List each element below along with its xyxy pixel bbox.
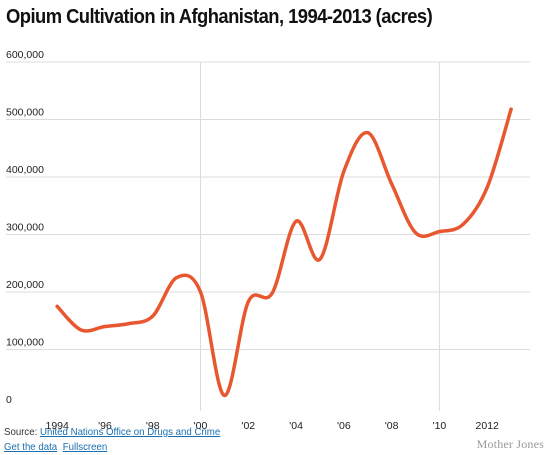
- data-point: [294, 219, 298, 223]
- y-tick-label: 600,000: [6, 49, 44, 61]
- horizontal-gridlines: [6, 61, 530, 350]
- data-point: [270, 291, 274, 295]
- data-point: [342, 169, 346, 173]
- x-tick-label: '08: [385, 420, 399, 432]
- data-point: [485, 185, 489, 189]
- vertical-gridlines: [200, 62, 440, 411]
- data-point: [79, 328, 83, 332]
- x-tick-label: '10: [433, 420, 447, 432]
- data-point: [413, 231, 418, 235]
- data-point: [151, 314, 155, 318]
- y-tick-label: 400,000: [6, 164, 44, 176]
- y-axis-tick-labels: 0 100,000 200,000 300,000 400,000 500,000 600,…: [6, 49, 44, 406]
- chart-title: Opium Cultivation in Afghanistan, 1994-2…: [6, 6, 433, 28]
- x-axis-tick-labels: 1994 '96 '98 '00 '02 '04 '06 '08 '10 2012: [45, 420, 499, 432]
- x-tick-label: '02: [241, 420, 255, 432]
- source-prefix: Source:: [4, 426, 40, 438]
- footer-links: Get the data Fullscreen: [4, 441, 107, 453]
- get-data-link[interactable]: Get the data: [4, 441, 58, 453]
- source-line: Source: United Nations Office on Drugs a…: [4, 426, 220, 438]
- x-tick-label: '06: [337, 420, 351, 432]
- x-tick-label: '96: [98, 420, 112, 432]
- data-point: [222, 393, 227, 398]
- x-tick-label: '98: [146, 420, 160, 432]
- fullscreen-link[interactable]: Fullscreen: [62, 441, 108, 453]
- y-tick-label: 0: [6, 394, 12, 406]
- data-point: [461, 222, 465, 226]
- series-layer: [55, 107, 513, 398]
- x-tick-label: '04: [289, 420, 303, 432]
- series-line: [55, 107, 513, 398]
- data-point: [103, 324, 107, 329]
- data-point: [55, 304, 59, 308]
- x-tick-label: 2012: [476, 420, 500, 432]
- data-point: [390, 182, 394, 186]
- data-point: [366, 131, 370, 135]
- y-tick-label: 500,000: [6, 107, 44, 119]
- y-tick-label: 100,000: [6, 337, 44, 349]
- x-tick-label: 1994: [45, 420, 69, 432]
- y-tick-label: 200,000: [6, 279, 44, 291]
- data-point: [509, 107, 513, 111]
- brand-logo: Mother Jones: [476, 437, 544, 451]
- source-link[interactable]: United Nations Office on Drugs and Crime: [39, 426, 221, 438]
- data-point: [127, 322, 131, 326]
- data-point: [246, 300, 250, 304]
- x-tick-label: '00: [194, 420, 208, 432]
- data-point: [318, 257, 322, 261]
- data-point: [175, 276, 179, 280]
- data-point: [437, 230, 442, 234]
- data-point: [198, 290, 203, 294]
- y-tick-label: 300,000: [6, 222, 44, 234]
